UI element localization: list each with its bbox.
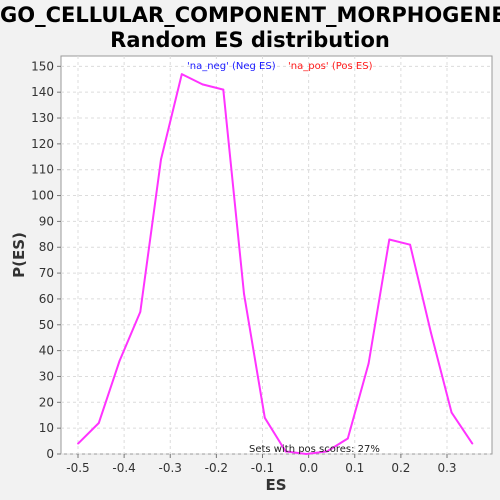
x-tick-label: -0.1 bbox=[251, 461, 274, 475]
x-tick-label: -0.2 bbox=[205, 461, 228, 475]
y-tick-label: 90 bbox=[39, 214, 54, 228]
es-data-point bbox=[429, 331, 432, 334]
y-tick-label: 100 bbox=[31, 189, 54, 203]
plot-area bbox=[60, 55, 493, 455]
y-tick-label: 110 bbox=[31, 163, 54, 177]
x-tick-label: 0.0 bbox=[299, 461, 318, 475]
chart-title-line-1: GO_CELLULAR_COMPONENT_MORPHOGENESIS: bbox=[0, 3, 500, 27]
x-axis-title: ES bbox=[265, 476, 286, 494]
es-data-point bbox=[160, 158, 162, 161]
y-axis-title: P(ES) bbox=[10, 232, 28, 278]
gridlines bbox=[61, 56, 492, 455]
chart-title-line-2: Random ES distribution bbox=[110, 28, 390, 52]
es-data-point bbox=[284, 450, 287, 453]
es-data-point bbox=[388, 238, 391, 241]
es-data-point bbox=[118, 360, 121, 362]
es-data-point bbox=[263, 416, 266, 419]
series-group bbox=[77, 73, 474, 455]
es-data-point bbox=[243, 292, 245, 295]
es-data-point bbox=[471, 442, 474, 445]
es-data-point bbox=[97, 422, 100, 424]
es-data-point bbox=[180, 73, 183, 75]
y-tick-label: 130 bbox=[31, 111, 54, 125]
y-tick-label: 120 bbox=[31, 137, 54, 151]
x-tick-label: 0.1 bbox=[345, 461, 364, 475]
y-tick-label: 0 bbox=[46, 447, 54, 461]
es-data-point bbox=[201, 83, 204, 86]
es-data-point bbox=[305, 453, 308, 455]
x-axis: -0.5 -0.4 -0.3 -0.2 -0.1 0.0 0.1 0.2 0.3 bbox=[66, 454, 457, 475]
y-tick-label: 10 bbox=[39, 421, 54, 435]
es-data-point bbox=[450, 411, 453, 414]
es-data-point bbox=[326, 450, 328, 453]
x-tick-label: -0.3 bbox=[159, 461, 182, 475]
y-tick-label: 60 bbox=[39, 292, 54, 306]
y-tick-label: 70 bbox=[39, 266, 54, 280]
es-data-point bbox=[139, 310, 142, 313]
y-tick-label: 20 bbox=[39, 395, 54, 409]
x-tick-label: 0.2 bbox=[391, 461, 410, 475]
y-tick-label: 40 bbox=[39, 344, 54, 358]
es-data-point bbox=[222, 88, 225, 91]
y-tick-label: 30 bbox=[39, 369, 54, 383]
x-tick-label: -0.4 bbox=[112, 461, 135, 475]
legend-neg-label: 'na_neg' (Neg ES) bbox=[187, 61, 276, 72]
y-tick-label: 50 bbox=[39, 318, 54, 332]
y-tick-label: 140 bbox=[31, 85, 54, 99]
legend-pos-label: 'na_pos' (Pos ES) bbox=[288, 61, 373, 72]
es-data-point bbox=[77, 442, 79, 445]
pos-scores-annotation: Sets with pos scores: 27% bbox=[249, 444, 380, 455]
y-axis: 0 10 20 30 40 50 60 70 80 90 100 110 120 130 140 150 bbox=[31, 59, 61, 461]
es-distribution-line bbox=[77, 73, 474, 455]
x-tick-label: -0.5 bbox=[66, 461, 89, 475]
y-tick-label: 150 bbox=[31, 59, 54, 73]
es-data-point bbox=[367, 362, 370, 365]
x-tick-label: 0.3 bbox=[437, 461, 456, 475]
es-data-point bbox=[409, 243, 411, 246]
y-tick-label: 80 bbox=[39, 240, 54, 254]
es-data-point bbox=[346, 437, 349, 440]
